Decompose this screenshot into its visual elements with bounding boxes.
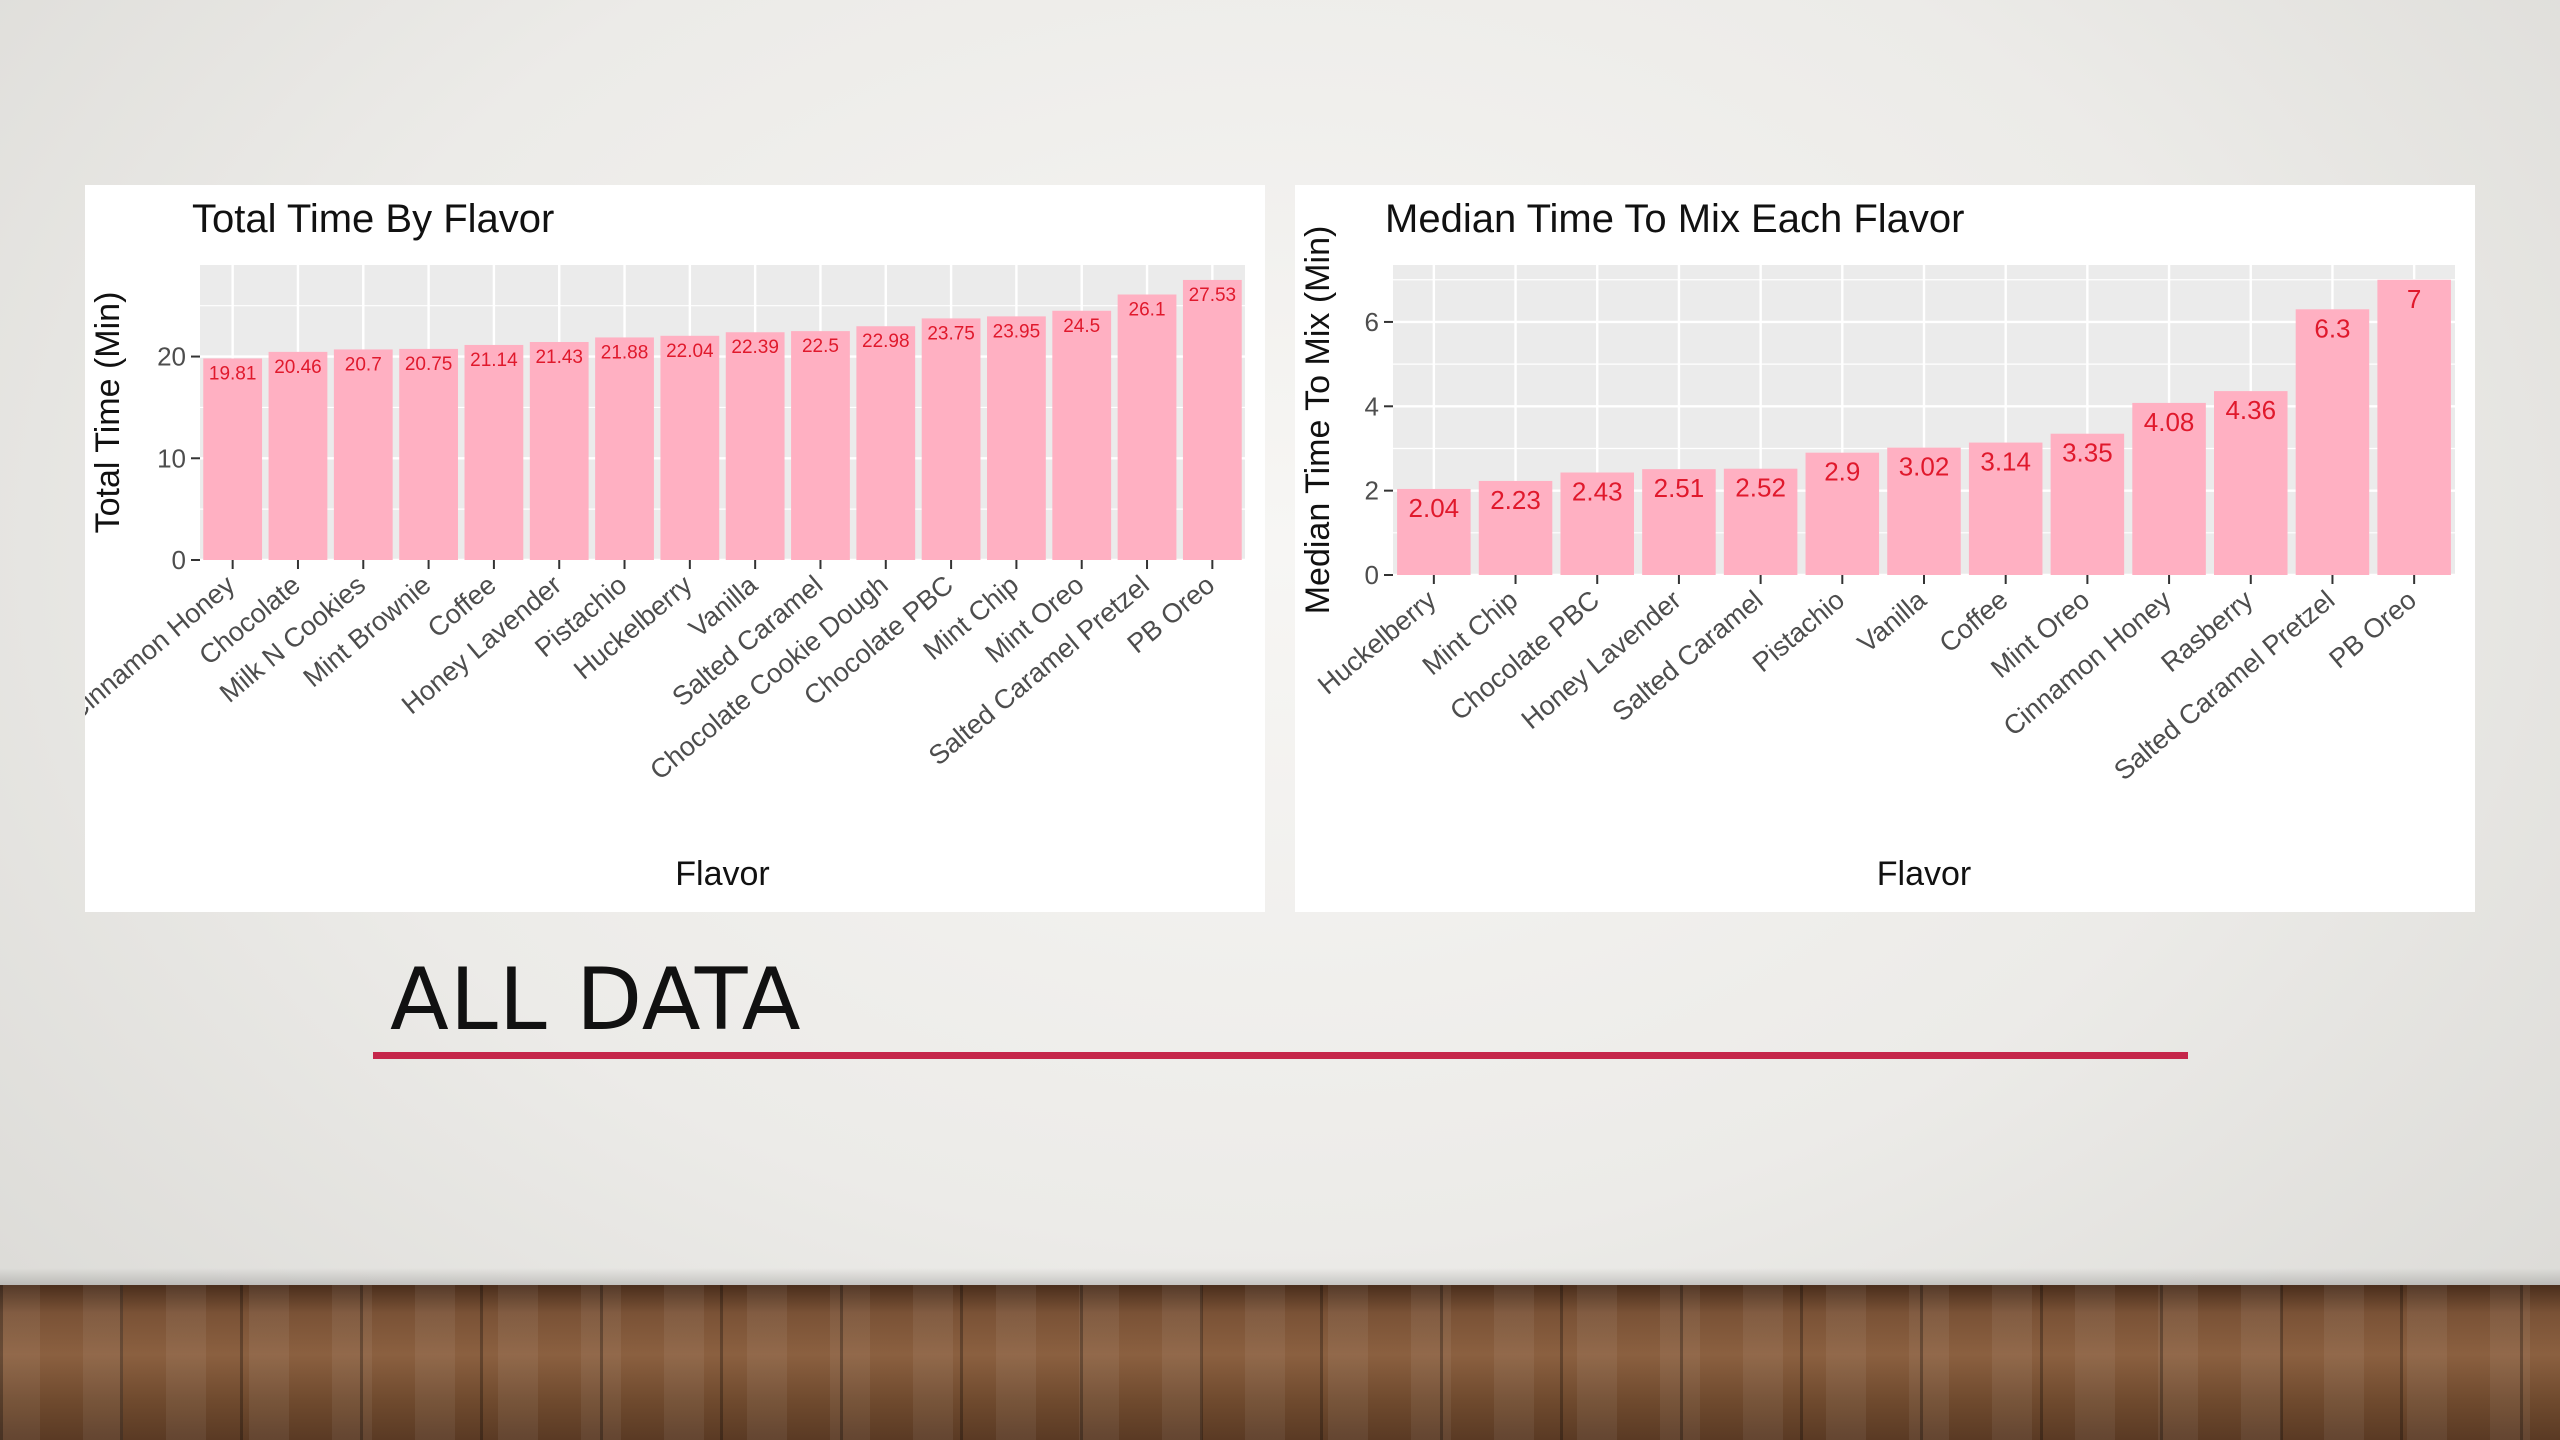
bar xyxy=(464,344,524,560)
x-axis-label: Flavor xyxy=(1877,855,1971,893)
bar xyxy=(333,349,393,560)
total-time-chart-panel: 19.81 Cinnamon Honey 20.46 Chocolate 20.7 Mil… xyxy=(85,185,1265,912)
chart-title: Median Time To Mix Each Flavor xyxy=(1385,197,1964,241)
data-label: 3.02 xyxy=(1899,452,1950,482)
bar xyxy=(203,358,263,560)
bar xyxy=(1397,488,1471,575)
y-axis-label: Total Time (Min) xyxy=(89,292,127,534)
data-label: 2.52 xyxy=(1735,473,1786,503)
data-label: 2.23 xyxy=(1490,485,1541,515)
bar xyxy=(725,332,785,560)
data-label: 2.9 xyxy=(1824,457,1860,487)
data-label: 22.04 xyxy=(666,341,714,362)
floor-shadow xyxy=(0,1268,2560,1288)
bar xyxy=(1052,310,1112,560)
data-label: 21.88 xyxy=(601,342,649,363)
data-label: 23.95 xyxy=(993,321,1041,342)
data-label: 22.5 xyxy=(802,336,839,357)
bar xyxy=(529,342,589,560)
bar xyxy=(2132,402,2206,575)
data-label: 26.1 xyxy=(1129,300,1166,321)
data-label: 21.14 xyxy=(470,350,518,371)
y-tick-label: 4 xyxy=(1365,391,1379,421)
data-label: 3.14 xyxy=(1980,447,2031,477)
bar xyxy=(1723,468,1798,575)
bar xyxy=(2295,309,2370,575)
bar xyxy=(268,351,328,560)
data-label: 22.98 xyxy=(862,331,910,352)
bar xyxy=(1560,472,1634,575)
slide-title: ALL DATA xyxy=(390,950,802,1050)
data-label: 7 xyxy=(2407,284,2421,314)
bar xyxy=(921,318,981,560)
bar xyxy=(1117,294,1177,560)
chart-title: Total Time By Flavor xyxy=(192,197,554,241)
x-tick-label: PB Oreo xyxy=(2323,585,2422,675)
bar xyxy=(791,331,850,560)
wood-floor xyxy=(0,1285,2560,1440)
data-label: 23.75 xyxy=(927,323,975,344)
data-label: 19.81 xyxy=(209,363,257,384)
data-label: 24.5 xyxy=(1063,316,1100,337)
data-label: 22.39 xyxy=(731,337,779,358)
x-tick-label: Vanilla xyxy=(1852,584,1933,658)
title-underline xyxy=(373,1052,2188,1059)
data-label: 2.51 xyxy=(1654,473,1705,503)
data-label: 6.3 xyxy=(2314,313,2350,343)
median-time-chart-panel: 2.04 Huckelberry 2.23 Mint Chip 2.43 Chocolat… xyxy=(1295,185,2475,912)
bar xyxy=(1182,279,1242,560)
data-label: 2.04 xyxy=(1409,493,1460,523)
bar xyxy=(1805,452,1880,575)
bar xyxy=(1478,480,1553,575)
data-label: 2.43 xyxy=(1572,477,1623,507)
data-label: 3.35 xyxy=(2062,438,2113,468)
y-tick-label: 6 xyxy=(1365,307,1379,337)
x-tick-label: Salted Caramel xyxy=(1607,585,1769,728)
y-tick-label: 0 xyxy=(1365,560,1379,590)
data-label: 20.75 xyxy=(405,354,453,375)
y-tick-label: 10 xyxy=(157,443,186,473)
data-label: 20.7 xyxy=(345,354,382,375)
data-label: 4.08 xyxy=(2144,407,2195,437)
bar xyxy=(856,326,916,560)
bar xyxy=(2050,433,2125,575)
y-tick-label: 2 xyxy=(1365,476,1379,506)
data-label: 21.43 xyxy=(535,347,583,368)
bar xyxy=(1968,442,2043,575)
x-tick-label: Pistachio xyxy=(1747,585,1850,678)
bar xyxy=(399,348,458,560)
bar xyxy=(1642,469,1716,575)
data-label: 4.36 xyxy=(2225,395,2276,425)
bar xyxy=(2377,279,2451,575)
bar xyxy=(595,337,654,560)
y-tick-label: 0 xyxy=(172,545,186,575)
y-axis-label: Median Time To Mix (Min) xyxy=(1299,226,1337,615)
bar xyxy=(987,316,1046,560)
bar xyxy=(660,335,720,560)
data-label: 20.46 xyxy=(274,357,322,378)
data-label: 27.53 xyxy=(1189,285,1237,306)
bar xyxy=(2214,391,2288,575)
bar xyxy=(1887,447,1961,575)
x-axis-label: Flavor xyxy=(675,855,769,893)
y-tick-label: 20 xyxy=(157,342,186,372)
